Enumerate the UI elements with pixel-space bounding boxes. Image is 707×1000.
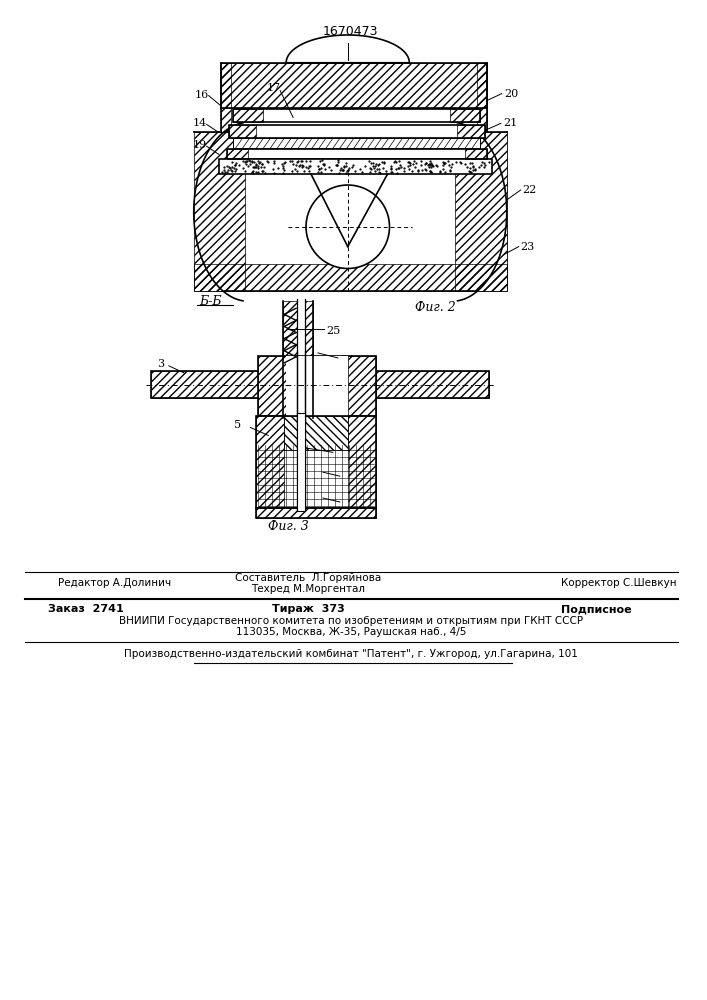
Bar	[455, 132, 507, 291]
Text: 24: 24	[340, 355, 354, 365]
Bar	[221, 63, 487, 108]
Bar	[233, 109, 480, 122]
Bar	[228, 125, 257, 138]
Bar	[194, 132, 245, 291]
Text: 21: 21	[503, 118, 517, 128]
Bar	[233, 138, 480, 148]
Text: 3: 3	[157, 359, 164, 369]
Bar	[257, 416, 375, 508]
Text: 23: 23	[520, 242, 535, 252]
Bar	[226, 149, 248, 159]
Text: Фиг. 2: Фиг. 2	[415, 301, 456, 314]
Text: А-А: А-А	[337, 41, 365, 55]
Bar	[375, 371, 489, 398]
Text: 1670473: 1670473	[323, 25, 378, 38]
Bar	[194, 264, 507, 291]
Text: 18: 18	[352, 38, 366, 48]
Text: 27: 27	[341, 472, 356, 482]
Bar	[286, 356, 348, 416]
Bar	[218, 159, 492, 174]
Text: Редактор А.Долинич: Редактор А.Долинич	[58, 578, 171, 588]
Text: ВНИИПИ Государственного комитета по изобретениям и открытиям при ГКНТ СССР: ВНИИПИ Государственного комитета по изоб…	[119, 616, 583, 626]
Polygon shape	[194, 123, 243, 301]
Bar	[348, 356, 375, 416]
Bar	[257, 508, 375, 518]
Polygon shape	[457, 123, 507, 301]
Bar	[258, 356, 375, 416]
Bar	[297, 413, 305, 511]
Bar	[221, 63, 487, 108]
Text: Корректор С.Шевкун: Корректор С.Шевкун	[561, 578, 677, 588]
Bar	[465, 149, 487, 159]
Text: Б-Б: Б-Б	[199, 295, 221, 308]
Bar	[221, 63, 230, 132]
Bar	[305, 301, 313, 508]
Bar	[151, 371, 260, 398]
Bar	[284, 301, 297, 508]
Bar	[194, 132, 507, 291]
Text: 26: 26	[335, 448, 349, 458]
Bar	[258, 356, 286, 416]
Text: 20: 20	[504, 89, 518, 99]
Text: Техред М.Моргентал: Техред М.Моргентал	[251, 584, 365, 594]
Text: 22: 22	[522, 185, 537, 195]
Text: 28: 28	[341, 498, 356, 508]
Text: 113035, Москва, Ж-35, Раушская наб., 4/5: 113035, Москва, Ж-35, Раушская наб., 4/5	[235, 627, 466, 637]
Bar	[257, 508, 375, 518]
Text: 25: 25	[326, 326, 340, 336]
Text: Составитель  Л.Горяйнова: Составитель Л.Горяйнова	[235, 573, 381, 583]
Text: Тираж  373: Тираж 373	[271, 604, 344, 614]
Text: Фиг. 3: Фиг. 3	[268, 520, 308, 533]
Text: 16: 16	[194, 90, 209, 100]
Text: Производственно-издательский комбинат "Патент", г. Ужгород, ул.Гагарина, 101: Производственно-издательский комбинат "П…	[124, 649, 578, 659]
Text: Подписное: Подписное	[561, 604, 632, 614]
Text: 14: 14	[193, 118, 207, 128]
Bar	[151, 371, 260, 398]
Bar	[284, 416, 348, 450]
Bar	[375, 371, 489, 398]
Bar	[233, 109, 263, 122]
Bar	[450, 109, 480, 122]
Text: 19: 19	[193, 140, 207, 150]
Bar	[457, 125, 485, 138]
Bar	[348, 416, 375, 508]
Text: 5: 5	[235, 420, 242, 430]
Bar	[226, 149, 487, 159]
Bar	[257, 416, 284, 508]
Bar	[228, 125, 485, 138]
Circle shape	[306, 185, 390, 268]
Text: Заказ  2741: Заказ 2741	[47, 604, 124, 614]
Text: 17: 17	[267, 83, 281, 93]
Bar	[477, 63, 487, 132]
Polygon shape	[286, 35, 409, 63]
